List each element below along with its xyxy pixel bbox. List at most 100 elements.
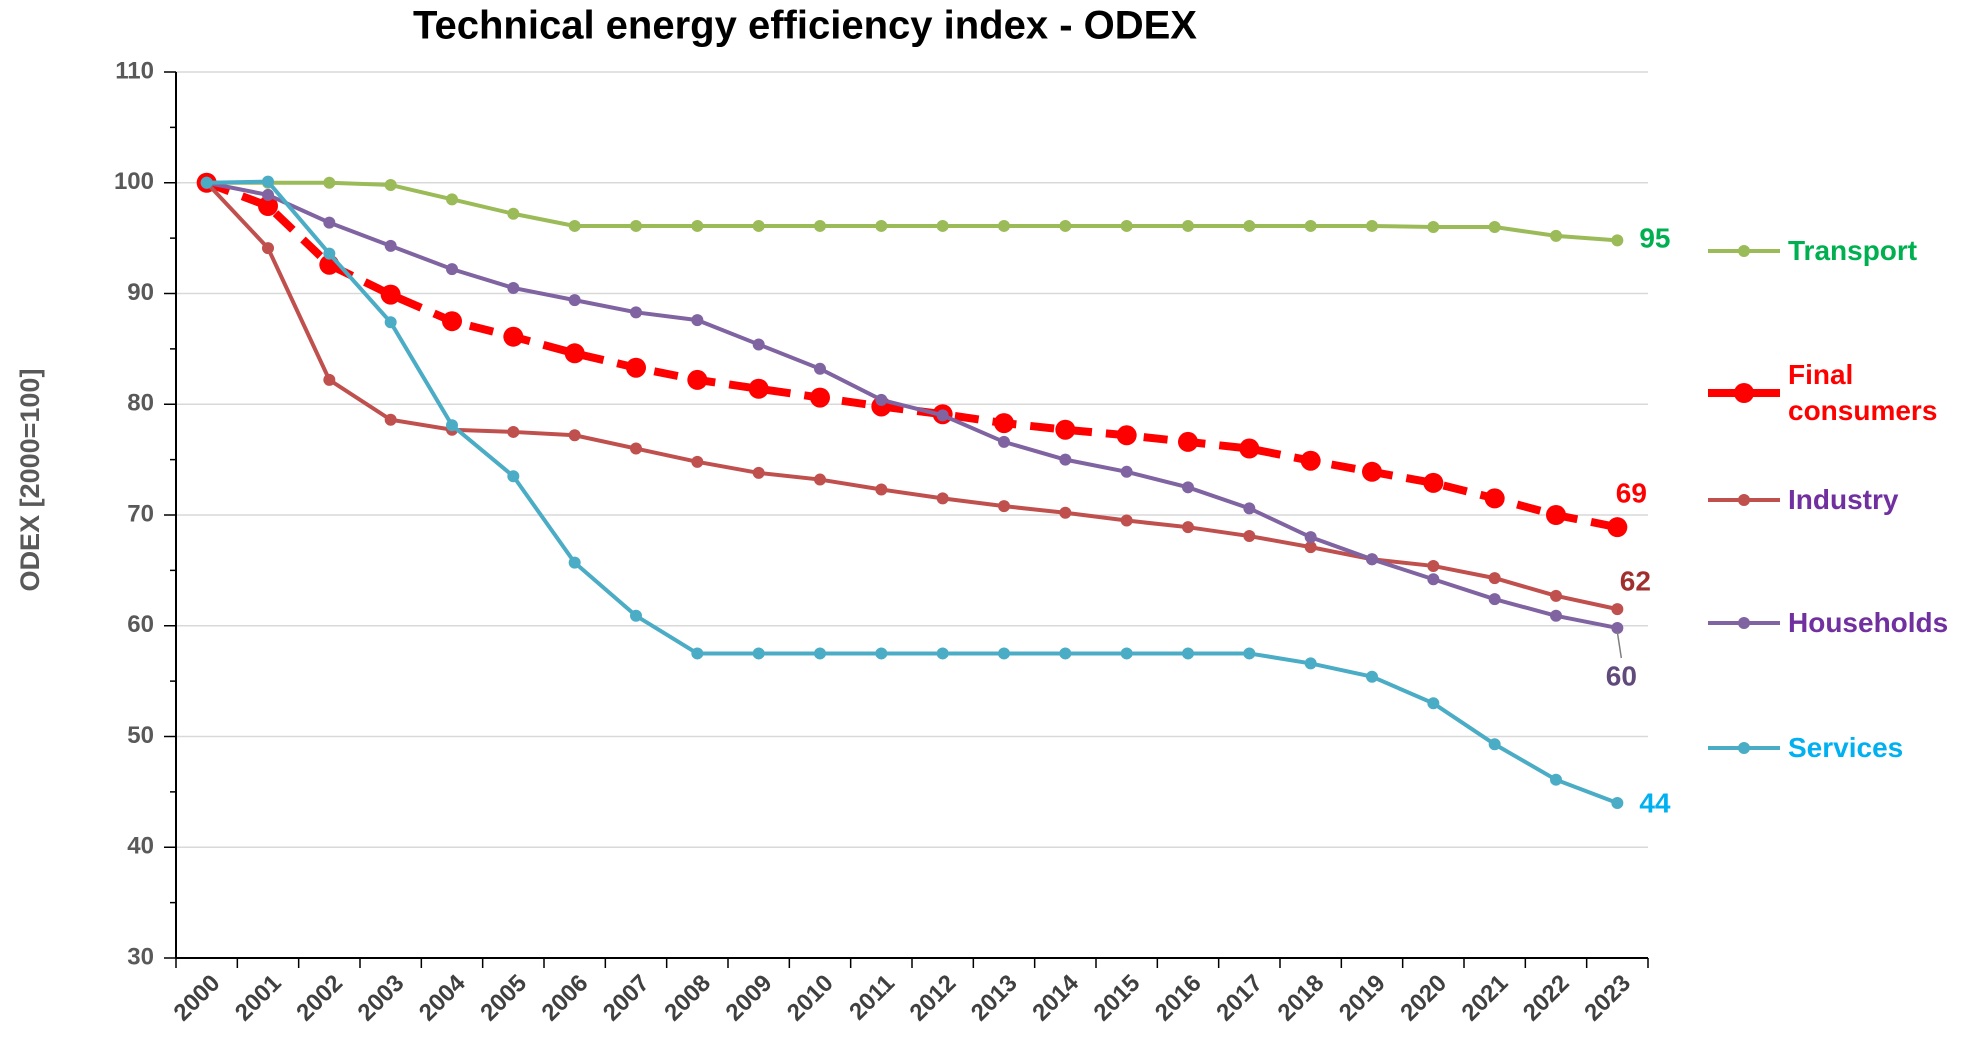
legend-marker [1734,383,1754,403]
data-point [1488,572,1501,585]
data-point [814,473,826,486]
y-tick-label: 40 [127,833,154,860]
data-point [1120,647,1133,660]
data-point [200,176,213,189]
legend-label: Transport [1788,235,1918,266]
data-point [691,314,704,327]
data-point [1427,697,1440,710]
data-point [1611,603,1624,616]
data-label: 62 [1620,566,1651,597]
data-point [1120,514,1133,527]
series-line [206,180,1618,243]
x-tick-label: 2008 [659,970,716,1027]
data-point [1427,573,1440,586]
x-tick-label: 2022 [1518,970,1575,1027]
data-point [1116,425,1137,446]
data-point [1178,431,1198,452]
data-label: 60 [1606,660,1637,691]
data-point [1304,657,1317,670]
x-tick-label: 2007 [598,970,655,1027]
data-point [1488,738,1501,751]
data-point [814,362,826,375]
x-tick-label: 2015 [1089,970,1146,1027]
data-point [1423,472,1444,493]
data-point [1484,488,1505,509]
data-point [1300,450,1321,471]
data-point [446,193,458,206]
leader-line [1616,631,1623,659]
y-tick-label: 100 [114,168,154,195]
data-point [875,219,888,232]
y-tick-label: 60 [127,611,154,638]
data-point [630,442,642,455]
x-tick-label: 2002 [291,970,348,1027]
data-point [936,647,949,660]
x-tick-label: 2018 [1273,970,1330,1027]
y-tick-label: 110 [115,57,154,84]
data-point [810,387,830,408]
data-point [1182,219,1194,232]
data-point [1055,419,1076,440]
data-point [936,409,949,422]
data-point [384,316,397,329]
data-point [446,419,458,432]
legend-marker [1738,742,1750,754]
data-point [446,263,458,276]
data-point [1243,530,1256,543]
legend-marker [1738,245,1750,257]
data-point [262,188,274,201]
data-point [384,178,397,191]
data-point [568,294,581,307]
data-point [1550,229,1562,242]
data-point [752,219,765,232]
data-point [384,239,397,252]
x-tick-label: 2001 [230,970,287,1027]
x-tick-label: 2003 [353,970,410,1027]
y-tick-label: 50 [127,722,154,749]
legend-label: Services [1788,732,1904,763]
y-tick-label: 70 [127,500,154,527]
legend-marker [1738,494,1750,506]
x-tick-label: 2014 [1027,969,1084,1026]
data-point [994,413,1014,434]
data-point [1611,234,1624,247]
data-point [1243,647,1256,660]
data-point [936,219,949,232]
data-point [1059,219,1072,232]
data-point [262,242,274,255]
data-point [1304,541,1317,554]
x-tick-label: 2005 [475,970,532,1027]
x-tick-label: 2020 [1395,970,1452,1027]
data-point [507,281,520,294]
data-point [691,647,704,660]
data-point [814,647,826,660]
x-tick-label: 2010 [782,970,839,1027]
data-point [1550,609,1562,622]
data-point [503,326,524,347]
data-point [380,284,401,305]
data-point [507,207,520,220]
data-point [1607,517,1628,538]
y-tick-label: 30 [127,943,154,970]
x-tick-label: 2016 [1150,970,1207,1027]
data-point [1366,670,1378,683]
data-point [1362,461,1382,482]
data-point [1182,647,1194,660]
data-point [687,369,708,390]
data-point [1611,621,1624,634]
data-point [814,219,826,232]
data-point [748,378,769,399]
data-point [875,483,888,496]
data-point [1546,505,1566,525]
chart-title: Technical energy efficiency index - ODEX [413,4,1197,48]
data-label: 69 [1616,478,1647,509]
data-point [936,492,949,505]
data-point [875,647,888,660]
data-point [752,647,765,660]
data-point [323,216,336,229]
data-point [1366,219,1378,232]
data-point [323,176,336,189]
data-point [568,556,581,569]
